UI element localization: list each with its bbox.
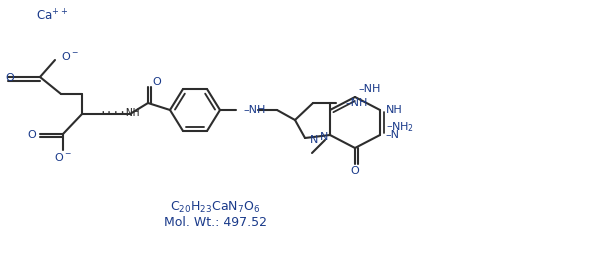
- Text: N: N: [310, 135, 318, 145]
- Text: O$^-$: O$^-$: [54, 151, 72, 163]
- Text: –NH$_2$: –NH$_2$: [386, 120, 414, 134]
- Text: O$^-$: O$^-$: [61, 50, 79, 62]
- Text: ····NH: ····NH: [99, 108, 140, 118]
- Text: NH: NH: [386, 105, 403, 115]
- Text: –NH: –NH: [345, 98, 367, 108]
- Text: –NH: –NH: [358, 84, 380, 94]
- Text: –NH: –NH: [243, 105, 266, 115]
- Text: O: O: [152, 77, 161, 87]
- Text: O: O: [350, 166, 359, 176]
- Text: O: O: [5, 73, 14, 83]
- Text: N: N: [319, 132, 328, 142]
- Text: Mol. Wt.: 497.52: Mol. Wt.: 497.52: [164, 216, 266, 228]
- Text: C$_{20}$H$_{23}$CaN$_{7}$O$_{6}$: C$_{20}$H$_{23}$CaN$_{7}$O$_{6}$: [170, 199, 260, 215]
- Text: Ca$^{++}$: Ca$^{++}$: [36, 8, 68, 24]
- Text: –N: –N: [385, 130, 399, 140]
- Text: O: O: [27, 130, 36, 140]
